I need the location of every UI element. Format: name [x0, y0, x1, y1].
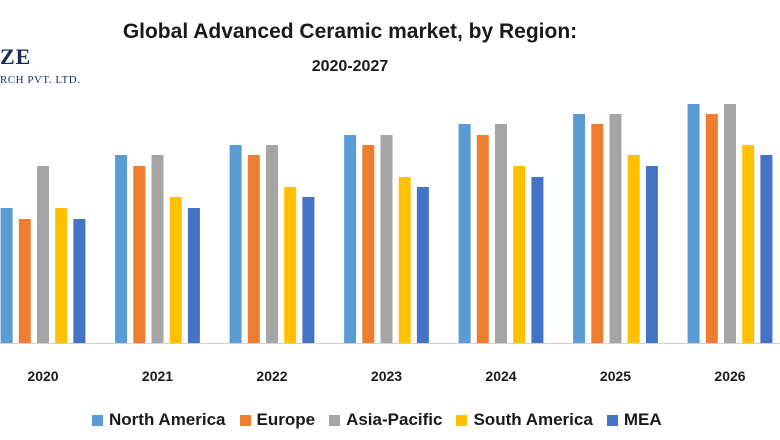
legend-swatch — [239, 414, 251, 426]
bar-mea-2024 — [531, 177, 544, 343]
x-tick-label-2025: 2025 — [600, 368, 631, 384]
bar-asia-pacific-2026 — [724, 104, 736, 343]
legend-label: North America — [109, 410, 226, 429]
bar-europe-2026 — [705, 114, 718, 343]
bar-asia-pacific-2020 — [37, 166, 49, 343]
bar-asia-pacific-2023 — [380, 135, 393, 343]
bar-north-america-2023 — [344, 135, 357, 343]
bar-asia-pacific-2021 — [151, 155, 164, 343]
legend-item-south-america: South America — [456, 410, 593, 430]
bar-europe-2020 — [18, 219, 31, 343]
legend-swatch — [329, 414, 341, 426]
bar-asia-pacific-2022 — [266, 145, 278, 343]
bar-north-america-2024 — [458, 124, 471, 343]
bar-europe-2021 — [133, 166, 146, 343]
x-tick-label-2020: 2020 — [27, 368, 58, 384]
bar-mea-2023 — [416, 187, 429, 343]
chart-title: Global Advanced Ceramic market, by Regio… — [122, 20, 578, 43]
bar-south-america-2023 — [398, 177, 411, 343]
bar-south-america-2025 — [627, 155, 640, 343]
x-tick-labels: 2020 2021 2022 2023 2024 2025 2026 — [27, 368, 745, 384]
bar-south-america-2021 — [169, 197, 182, 343]
legend-label: Europe — [256, 410, 316, 429]
logo-subtext: RCH PVT. LTD. — [0, 74, 81, 86]
bar-north-america-2020 — [0, 208, 13, 343]
bar-mea-2020 — [73, 219, 86, 343]
legend-label: South America — [473, 410, 593, 429]
x-tick-label-2026: 2026 — [714, 368, 745, 384]
x-tick-label-2024: 2024 — [485, 368, 516, 384]
legend-item-asia-pacific: Asia-Pacific — [329, 410, 442, 430]
bar-asia-pacific-2024 — [495, 124, 507, 343]
x-tick-label-2023: 2023 — [371, 368, 402, 384]
bar-europe-2025 — [591, 124, 604, 343]
bar-south-america-2026 — [742, 145, 755, 343]
bar-asia-pacific-2025 — [609, 114, 622, 343]
bar-europe-2024 — [476, 135, 489, 343]
bar-north-america-2022 — [229, 145, 242, 343]
legend: North America Europe Asia-Pacific South Ame… — [92, 410, 676, 430]
logo-text: ZE — [0, 44, 32, 69]
legend-item-mea: MEA — [606, 410, 662, 430]
bars-group — [0, 104, 773, 343]
x-tick-label-2021: 2021 — [142, 368, 173, 384]
legend-swatch — [606, 414, 618, 426]
bar-south-america-2024 — [513, 166, 526, 343]
bar-europe-2023 — [362, 145, 375, 343]
legend-item-europe: Europe — [239, 410, 316, 430]
legend-swatch — [92, 414, 103, 426]
chart-subtitle: 2020-2027 — [311, 58, 389, 75]
bar-mea-2026 — [760, 155, 773, 343]
legend-item-north-america: North America — [92, 410, 226, 430]
bar-south-america-2022 — [284, 187, 297, 343]
x-tick-label-2022: 2022 — [256, 368, 287, 384]
legend-label: Asia-Pacific — [346, 410, 443, 429]
bar-europe-2022 — [247, 155, 260, 343]
bar-south-america-2020 — [55, 208, 68, 343]
bar-north-america-2026 — [687, 104, 700, 343]
legend-label: MEA — [623, 410, 662, 429]
bar-north-america-2025 — [573, 114, 586, 343]
bar-mea-2021 — [187, 208, 200, 343]
bar-mea-2022 — [302, 197, 315, 343]
bar-north-america-2021 — [115, 155, 128, 343]
legend-swatch — [456, 414, 468, 426]
bar-mea-2025 — [645, 166, 658, 343]
